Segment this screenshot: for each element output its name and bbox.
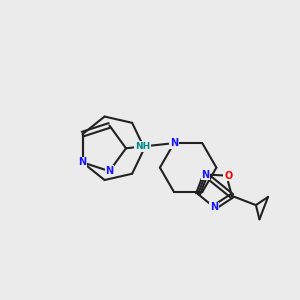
- Text: N: N: [105, 166, 113, 176]
- Text: N: N: [210, 202, 218, 212]
- Text: NH: NH: [135, 142, 150, 151]
- Text: O: O: [224, 171, 232, 181]
- Text: N: N: [78, 158, 87, 167]
- Text: N: N: [201, 169, 210, 179]
- Text: N: N: [170, 138, 178, 148]
